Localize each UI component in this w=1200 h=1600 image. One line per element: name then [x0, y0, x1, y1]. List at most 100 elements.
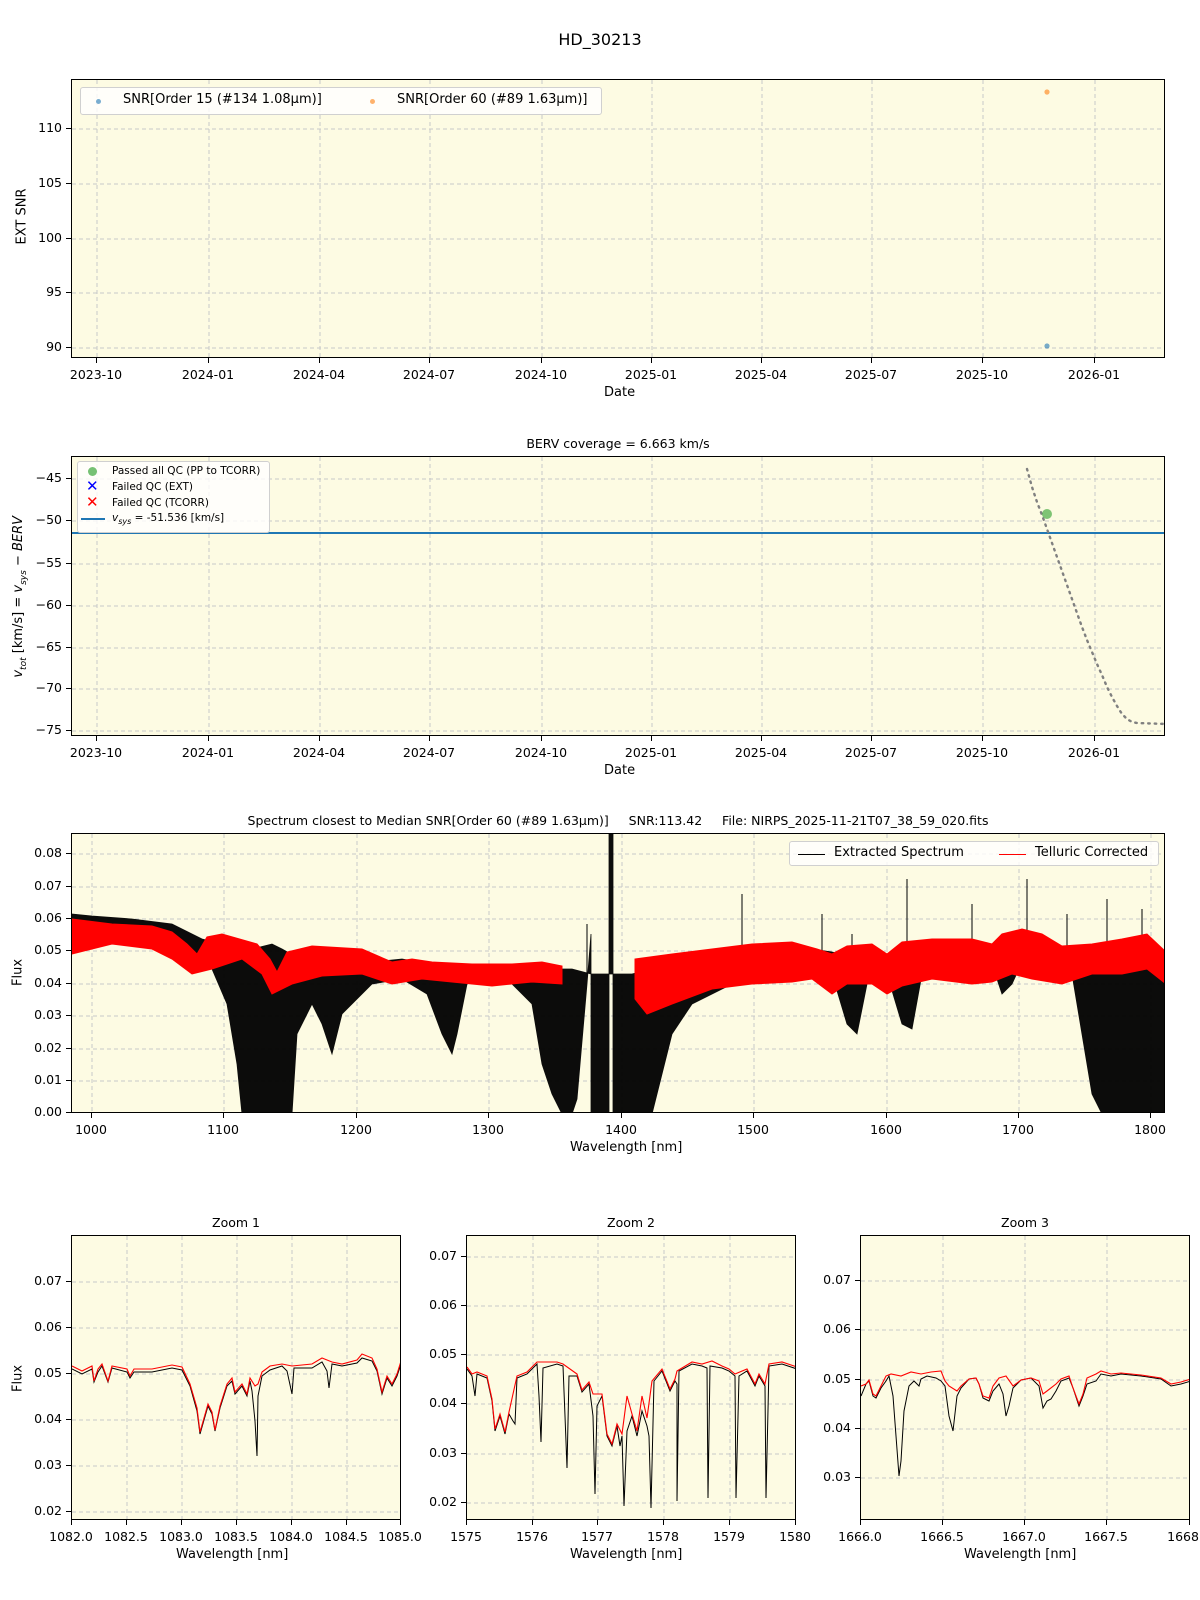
x-tick: 1575 [450, 1529, 482, 1544]
x-tick: 1082.0 [49, 1529, 93, 1544]
y-tick: 0.08 [34, 845, 62, 860]
x-tick: 1578 [647, 1529, 679, 1544]
y-tick: 0.06 [823, 1321, 851, 1336]
legend-label-telluric: Telluric Corrected [1035, 845, 1149, 860]
legend-marker-blue-dot-icon [96, 99, 101, 104]
y-tick: 0.04 [429, 1395, 457, 1410]
x-tick: 2025-04 [734, 745, 788, 760]
x-tick: 1300 [472, 1122, 504, 1137]
y-tick: 0.07 [34, 878, 62, 893]
x-tick: 1100 [207, 1122, 239, 1137]
x-tick: 2025-01 [624, 367, 678, 382]
y-tick: 0.00 [34, 1104, 62, 1119]
y-tick: 0.06 [34, 910, 62, 925]
x-tick: 1200 [340, 1122, 372, 1137]
berv-plot-svg [72, 457, 1164, 735]
zoom2-telluric [467, 1360, 795, 1446]
x-tick: 1600 [870, 1122, 902, 1137]
y-tick: −60 [35, 597, 62, 612]
y-tick: 0.05 [34, 942, 62, 957]
legend-label-order60: SNR[Order 60 (#89 1.63μm)] [397, 92, 588, 107]
x-tick: 1577 [581, 1529, 613, 1544]
y-tick: 0.05 [34, 1365, 62, 1380]
spectrum-title: Spectrum closest to Median SNR[Order 60 … [247, 813, 989, 828]
spectrum-x-label: Wavelength [nm] [570, 1140, 683, 1155]
zoom1-telluric [72, 1353, 400, 1433]
vsys-subscript: sys [118, 517, 132, 527]
legend-label-vsys: vsys = -51.536 [km/s] [112, 512, 224, 526]
y-tick: 0.01 [34, 1072, 62, 1087]
zoom2-extracted [467, 1362, 795, 1509]
x-tick: 1084.0 [269, 1529, 313, 1544]
ylabel-sys: sys [18, 570, 29, 585]
legend-label-passed: Passed all QC (PP to TCORR) [112, 465, 261, 477]
zoom3-plot-svg [861, 1236, 1189, 1519]
y-tick: 0.03 [34, 1007, 62, 1022]
legend-label-failed-tcorr: Failed QC (TCORR) [112, 497, 209, 509]
x-tick: 1667.5 [1084, 1529, 1128, 1544]
berv-title: BERV coverage = 6.663 km/s [526, 436, 710, 451]
y-tick: 0.07 [429, 1248, 457, 1263]
y-tick: 0.06 [34, 1319, 62, 1334]
snr-plot-svg [72, 80, 1164, 357]
legend-blue-line-icon [81, 518, 105, 520]
snr-x-label: Date [604, 385, 636, 400]
ylabel-v: v [11, 669, 27, 678]
snr-legend: SNR[Order 15 (#134 1.08μm)] SNR[Order 60… [80, 87, 602, 115]
passed-qc-point [1042, 509, 1052, 519]
y-tick: 0.04 [34, 1411, 62, 1426]
x-tick: 2024-10 [514, 367, 568, 382]
x-tick: 2023-10 [69, 745, 123, 760]
y-tick: −55 [35, 555, 62, 570]
x-tick: 2026-01 [1067, 367, 1121, 382]
legend-label-failed-ext: Failed QC (EXT) [112, 481, 193, 493]
zoom1-y-label: Flux [10, 1364, 26, 1393]
y-tick: 0.02 [429, 1494, 457, 1509]
spectrum-plot-svg [72, 834, 1164, 1112]
zoom2-x-label: Wavelength [nm] [570, 1547, 683, 1562]
snr-plot-area: SNR[Order 15 (#134 1.08μm)] SNR[Order 60… [71, 79, 1165, 358]
x-tick: 1800 [1134, 1122, 1166, 1137]
legend-red-line-icon [999, 854, 1026, 855]
x-tick: 2024-10 [514, 745, 568, 760]
x-tick: 2024-01 [181, 367, 235, 382]
zoom3-telluric [861, 1370, 1189, 1406]
zoom2-title: Zoom 2 [607, 1215, 655, 1230]
x-tick: 1083.5 [214, 1529, 258, 1544]
legend-green-circle-icon [88, 467, 97, 476]
x-tick: 1576 [516, 1529, 548, 1544]
x-tick: 2025-10 [955, 745, 1009, 760]
y-tick: 0.03 [34, 1457, 62, 1472]
x-tick: 2024-04 [292, 367, 346, 382]
ylabel-end: − BERV [11, 515, 27, 571]
zoom2-plot-svg [467, 1236, 795, 1519]
y-tick: −50 [35, 512, 62, 527]
ylabel-tot: tot [18, 657, 29, 670]
vsys-value: = -51.536 [km/s] [131, 512, 225, 524]
telluric-corrected [72, 918, 1164, 1015]
y-tick: −70 [35, 680, 62, 695]
x-tick: 2024-07 [402, 367, 456, 382]
y-tick: 0.03 [823, 1469, 851, 1484]
x-tick: 1083.0 [159, 1529, 203, 1544]
y-tick: 90 [46, 339, 62, 354]
figure-title: HD_30213 [558, 30, 642, 49]
y-tick: 0.02 [34, 1040, 62, 1055]
y-tick: 0.06 [429, 1297, 457, 1312]
legend-label-extracted: Extracted Spectrum [834, 845, 964, 860]
legend-red-x-icon: ✕ [86, 493, 99, 511]
berv-plot-area: Passed all QC (PP to TCORR) ✕ Failed QC … [71, 456, 1165, 736]
x-tick: 2025-07 [844, 745, 898, 760]
x-tick: 1666.5 [920, 1529, 964, 1544]
y-tick: 0.04 [823, 1420, 851, 1435]
y-tick: −75 [35, 722, 62, 737]
y-tick: −65 [35, 639, 62, 654]
x-tick: 2024-07 [402, 745, 456, 760]
x-tick: 1700 [1002, 1122, 1034, 1137]
x-tick: 2023-10 [69, 367, 123, 382]
x-tick: 1400 [605, 1122, 637, 1137]
vsys-symbol: v [112, 512, 119, 524]
zoom3-extracted [861, 1373, 1189, 1477]
y-tick: 0.04 [34, 975, 62, 990]
zoom1-x-label: Wavelength [nm] [176, 1547, 289, 1562]
